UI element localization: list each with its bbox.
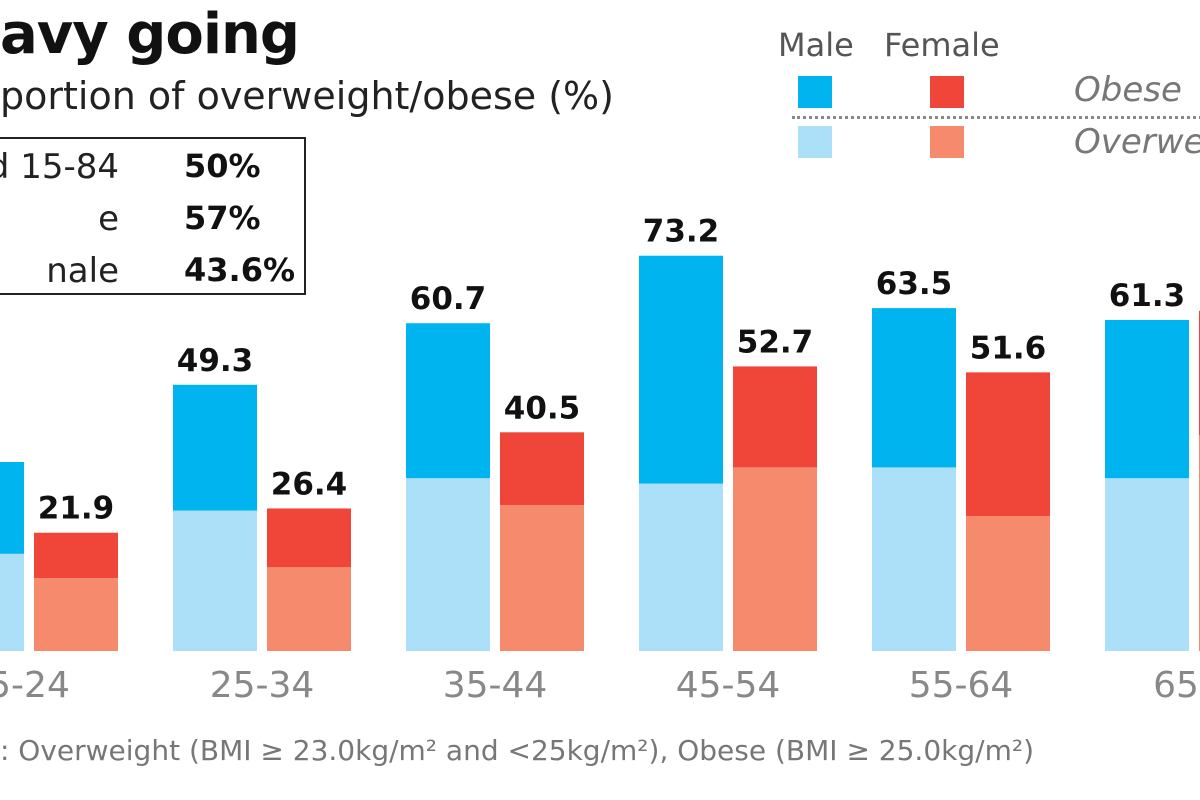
summary-row-overall: ed 15-84 50% <box>0 147 304 199</box>
bar-male-overweight-4 <box>872 467 956 651</box>
bar-male-obese-0 <box>0 462 24 554</box>
bar-female-overweight-0 <box>34 578 118 651</box>
legend-label-obese: Obese <box>1074 70 1182 110</box>
tick-label-5: 65-8 <box>1153 665 1200 706</box>
legend-swatch-female-obese <box>930 76 964 108</box>
total-label-male-3: 73.2 <box>643 214 720 250</box>
legend-swatch-male-overweight <box>798 126 832 158</box>
summary-value-male: 57% <box>184 199 261 237</box>
tick-label-0: 5-24 <box>0 665 70 706</box>
total-label-female-2: 40.5 <box>504 390 581 426</box>
bar-female-obese-4 <box>966 372 1050 516</box>
summary-row-male: e 57% <box>0 199 304 251</box>
summary-row-female: nale 43.6% <box>0 251 304 303</box>
summary-value-female: 43.6% <box>184 251 296 289</box>
bar-male-obese-1 <box>173 384 257 511</box>
bar-male-obese-4 <box>872 308 956 468</box>
bar-female-overweight-2 <box>500 505 584 651</box>
bar-female-overweight-3 <box>733 467 817 651</box>
chart-title: avy going <box>0 2 300 67</box>
legend-swatch-female-overweight <box>930 126 964 158</box>
bar-male-obese-3 <box>639 255 723 484</box>
bar-male-obese-5 <box>1105 319 1189 479</box>
summary-value-overall: 50% <box>184 147 261 185</box>
legend-male-heading: Male <box>778 26 854 64</box>
legend-divider <box>792 116 1200 119</box>
bar-male-overweight-2 <box>406 478 490 651</box>
bar-female-obese-3 <box>733 366 817 468</box>
bar-female-obese-0 <box>34 532 118 579</box>
total-label-male-4: 63.5 <box>876 266 953 302</box>
legend-label-overweight: Overwe <box>1074 122 1200 162</box>
bar-male-overweight-3 <box>639 483 723 651</box>
bar-female-obese-2 <box>500 432 584 506</box>
legend-swatch-male-obese <box>798 76 832 108</box>
tick-label-1: 25-34 <box>210 665 315 706</box>
summary-label-female: nale <box>46 251 119 291</box>
bar-female-overweight-1 <box>267 567 351 651</box>
summary-label-male: e <box>98 199 119 239</box>
bar-male-obese-2 <box>406 323 490 479</box>
total-label-female-4: 51.6 <box>970 330 1047 366</box>
total-label-male-1: 49.3 <box>177 343 254 379</box>
bar-female-obese-1 <box>267 508 351 568</box>
bar-male-overweight-5 <box>1105 478 1189 651</box>
legend-female-heading: Female <box>884 26 1000 64</box>
chart-subtitle: portion of overweight/obese (%) <box>0 74 614 118</box>
summary-box: ed 15-84 50% e 57% nale 43.6% <box>0 137 306 295</box>
chart-footnote: s: Overweight (BMI ≥ 23.0kg/m² and <25kg… <box>0 734 1034 767</box>
total-label-male-2: 60.7 <box>410 281 487 317</box>
total-label-female-1: 26.4 <box>271 466 348 502</box>
total-label-female-0: 21.9 <box>38 491 115 527</box>
bar-female-overweight-4 <box>966 516 1050 651</box>
total-label-female-3: 52.7 <box>737 324 814 360</box>
summary-label-overall: ed 15-84 <box>0 147 119 187</box>
tick-label-2: 35-44 <box>443 665 548 706</box>
tick-label-3: 45-54 <box>676 665 781 706</box>
bar-male-overweight-0 <box>0 553 24 651</box>
bar-male-overweight-1 <box>173 510 257 651</box>
total-label-male-5: 61.3 <box>1109 278 1186 314</box>
tick-label-4: 55-64 <box>909 665 1014 706</box>
